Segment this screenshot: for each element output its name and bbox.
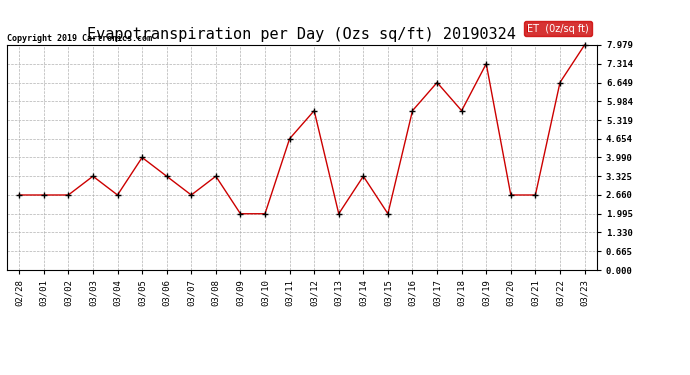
Title: Evapotranspiration per Day (Ozs sq/ft) 20190324: Evapotranspiration per Day (Ozs sq/ft) 2… <box>88 27 516 42</box>
Text: Copyright 2019 Cartronics.com: Copyright 2019 Cartronics.com <box>7 34 152 43</box>
Legend: ET  (0z/sq ft): ET (0z/sq ft) <box>524 21 592 36</box>
